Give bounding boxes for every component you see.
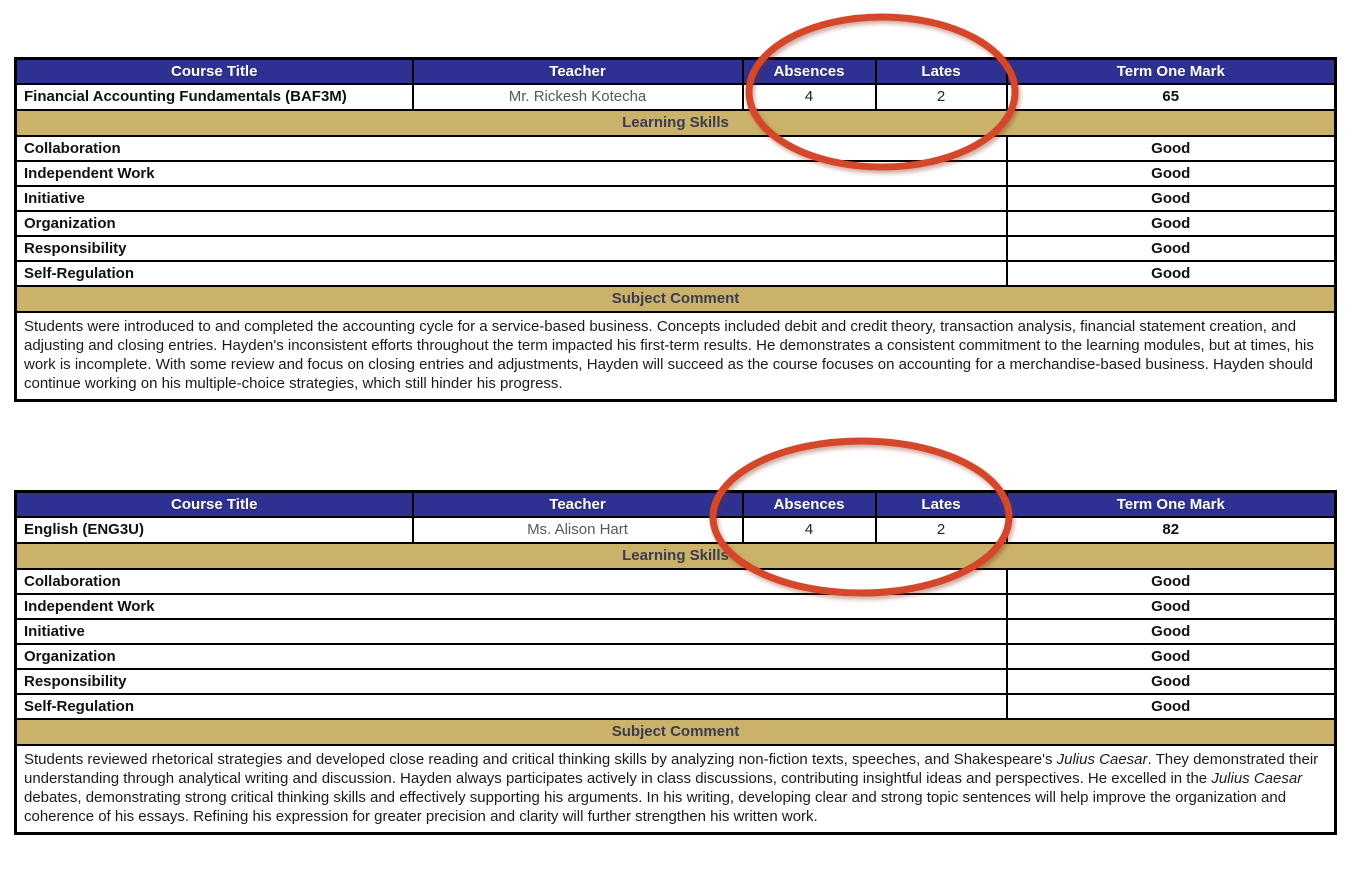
skill-name-cell: Independent Work <box>14 592 1008 620</box>
table-header-row: Course Title Teacher Absences Lates Term… <box>14 57 1337 85</box>
course-report-1: Course Title Teacher Absences Lates Term… <box>14 57 1337 402</box>
skill-row: Organization Good <box>14 642 1337 670</box>
skill-rating-cell: Good <box>1005 617 1337 645</box>
lates-cell: 2 <box>874 82 1008 111</box>
table-header-row: Course Title Teacher Absences Lates Term… <box>14 490 1337 518</box>
learning-skills-band: Learning Skills <box>14 108 1337 137</box>
absences-cell: 4 <box>741 515 877 544</box>
subject-comment-band-label: Subject Comment <box>14 717 1337 746</box>
teacher-cell: Ms. Alison Hart <box>411 515 744 544</box>
skill-rating-cell: Good <box>1005 567 1337 595</box>
skill-name-cell: Initiative <box>14 617 1008 645</box>
course-title-cell: English (ENG3U) <box>14 515 414 544</box>
skill-name-cell: Organization <box>14 209 1008 237</box>
skill-rating-cell: Good <box>1005 642 1337 670</box>
skill-row: Organization Good <box>14 209 1337 237</box>
skill-row: Collaboration Good <box>14 567 1337 595</box>
col-header-course-title: Course Title <box>14 490 414 518</box>
skill-row: Collaboration Good <box>14 134 1337 162</box>
subject-comment-text: Students were introduced to and complete… <box>14 310 1337 401</box>
skill-name-cell: Organization <box>14 642 1008 670</box>
skill-rating-cell: Good <box>1005 234 1337 262</box>
skill-name-cell: Collaboration <box>14 134 1008 162</box>
learning-skills-band: Learning Skills <box>14 541 1337 570</box>
course-table-2: Course Title Teacher Absences Lates Term… <box>14 490 1337 835</box>
skill-name-cell: Independent Work <box>14 159 1008 187</box>
col-header-course-title: Course Title <box>14 57 414 85</box>
skill-rating-cell: Good <box>1005 592 1337 620</box>
course-info-row: Financial Accounting Fundamentals (BAF3M… <box>14 82 1337 111</box>
col-header-absences: Absences <box>741 490 877 518</box>
subject-comment-band-label: Subject Comment <box>14 284 1337 313</box>
course-info-row: English (ENG3U) Ms. Alison Hart 4 2 82 <box>14 515 1337 544</box>
skill-name-cell: Responsibility <box>14 667 1008 695</box>
skill-name-cell: Collaboration <box>14 567 1008 595</box>
learning-skills-band-label: Learning Skills <box>14 541 1337 570</box>
subject-comment-band: Subject Comment <box>14 284 1337 313</box>
skill-rating-cell: Good <box>1005 159 1337 187</box>
col-header-teacher: Teacher <box>411 57 744 85</box>
col-header-term-one-mark: Term One Mark <box>1005 490 1337 518</box>
lates-cell: 2 <box>874 515 1008 544</box>
skill-rating-cell: Good <box>1005 134 1337 162</box>
course-report-2: Course Title Teacher Absences Lates Term… <box>14 490 1337 835</box>
skill-row: Responsibility Good <box>14 234 1337 262</box>
skill-name-cell: Responsibility <box>14 234 1008 262</box>
term-one-mark-cell: 65 <box>1005 82 1337 111</box>
col-header-teacher: Teacher <box>411 490 744 518</box>
skill-name-cell: Self-Regulation <box>14 692 1008 720</box>
skill-row: Self-Regulation Good <box>14 692 1337 720</box>
skill-rating-cell: Good <box>1005 692 1337 720</box>
skill-rating-cell: Good <box>1005 667 1337 695</box>
skill-rating-cell: Good <box>1005 184 1337 212</box>
course-title-cell: Financial Accounting Fundamentals (BAF3M… <box>14 82 414 111</box>
col-header-lates: Lates <box>874 57 1008 85</box>
subject-comment-text: Students reviewed rhetorical strategies … <box>14 743 1337 834</box>
skill-rating-cell: Good <box>1005 209 1337 237</box>
skill-row: Self-Regulation Good <box>14 259 1337 287</box>
col-header-absences: Absences <box>741 57 877 85</box>
skill-name-cell: Initiative <box>14 184 1008 212</box>
skill-row: Responsibility Good <box>14 667 1337 695</box>
col-header-lates: Lates <box>874 490 1008 518</box>
skill-row: Initiative Good <box>14 617 1337 645</box>
learning-skills-band-label: Learning Skills <box>14 108 1337 137</box>
skill-name-cell: Self-Regulation <box>14 259 1008 287</box>
skill-rating-cell: Good <box>1005 259 1337 287</box>
comment-row: Students were introduced to and complete… <box>14 310 1337 401</box>
col-header-term-one-mark: Term One Mark <box>1005 57 1337 85</box>
skill-row: Independent Work Good <box>14 592 1337 620</box>
subject-comment-band: Subject Comment <box>14 717 1337 746</box>
skill-row: Independent Work Good <box>14 159 1337 187</box>
skill-row: Initiative Good <box>14 184 1337 212</box>
comment-row: Students reviewed rhetorical strategies … <box>14 743 1337 834</box>
teacher-cell: Mr. Rickesh Kotecha <box>411 82 744 111</box>
course-table-1: Course Title Teacher Absences Lates Term… <box>14 57 1337 402</box>
term-one-mark-cell: 82 <box>1005 515 1337 544</box>
absences-cell: 4 <box>741 82 877 111</box>
